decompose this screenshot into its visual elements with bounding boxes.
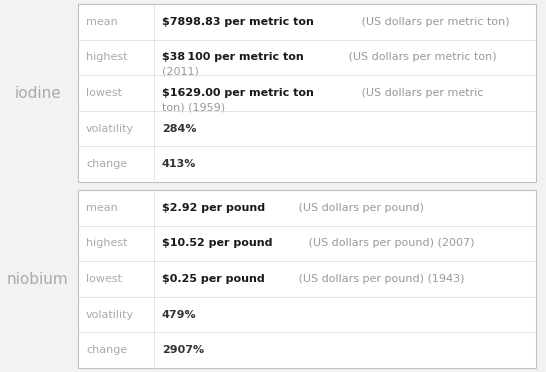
Text: iodine: iodine: [15, 86, 61, 100]
Text: lowest: lowest: [86, 274, 122, 284]
Text: 2907%: 2907%: [162, 345, 204, 355]
Text: (US dollars per metric: (US dollars per metric: [358, 88, 483, 98]
Text: change: change: [86, 159, 127, 169]
Text: (US dollars per pound): (US dollars per pound): [295, 203, 424, 213]
Text: (US dollars per pound) (1943): (US dollars per pound) (1943): [295, 274, 464, 284]
Text: lowest: lowest: [86, 88, 122, 98]
Text: change: change: [86, 345, 127, 355]
Text: 413%: 413%: [162, 159, 197, 169]
Bar: [78, 190, 536, 368]
Text: $7898.83 per metric ton: $7898.83 per metric ton: [162, 17, 314, 27]
Text: $2.92 per pound: $2.92 per pound: [162, 203, 265, 213]
Text: (US dollars per pound) (2007): (US dollars per pound) (2007): [305, 238, 474, 248]
Text: 479%: 479%: [162, 310, 197, 320]
Text: niobium: niobium: [7, 272, 69, 286]
Text: mean: mean: [86, 203, 118, 213]
Text: $1629.00 per metric ton: $1629.00 per metric ton: [162, 88, 314, 98]
Text: 284%: 284%: [162, 124, 197, 134]
Text: (US dollars per metric ton): (US dollars per metric ton): [345, 52, 496, 62]
Text: $0.25 per pound: $0.25 per pound: [162, 274, 265, 284]
Text: volatility: volatility: [86, 124, 134, 134]
Text: (2011): (2011): [162, 67, 199, 77]
Text: highest: highest: [86, 52, 128, 62]
Bar: [78, 4, 536, 182]
Text: volatility: volatility: [86, 310, 134, 320]
Text: $10.52 per pound: $10.52 per pound: [162, 238, 272, 248]
Text: mean: mean: [86, 17, 118, 27]
Text: (US dollars per metric ton): (US dollars per metric ton): [358, 17, 509, 27]
Text: ton) (1959): ton) (1959): [162, 102, 225, 112]
Text: $38 100 per metric ton: $38 100 per metric ton: [162, 52, 304, 62]
Text: highest: highest: [86, 238, 128, 248]
